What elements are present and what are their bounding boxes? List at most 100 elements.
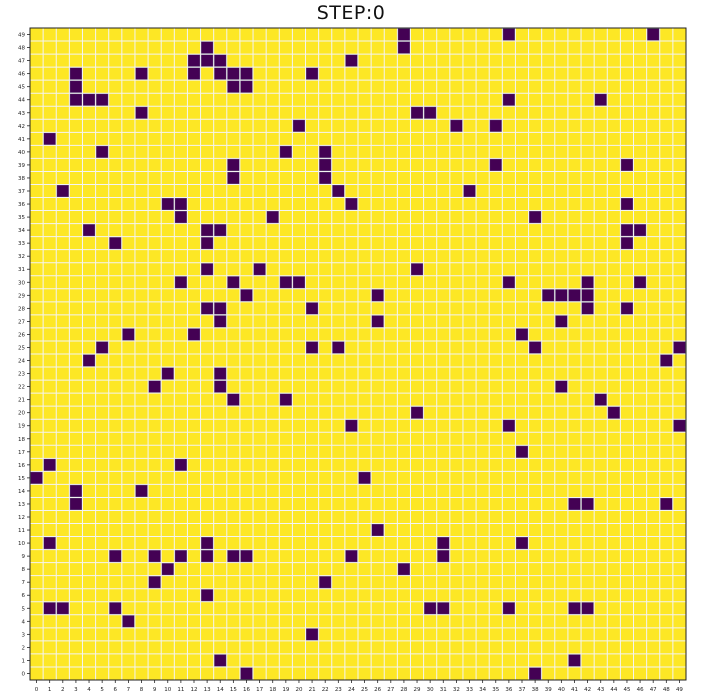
live-cell[interactable] [82,93,96,107]
live-cell[interactable] [200,301,214,315]
live-cell[interactable] [226,67,240,81]
live-cell[interactable] [581,497,595,511]
live-cell[interactable] [502,93,516,107]
live-cell[interactable] [135,484,148,498]
live-cell[interactable] [43,601,57,615]
live-cell[interactable] [594,93,608,107]
live-cell[interactable] [423,106,437,120]
live-cell[interactable] [581,301,595,315]
live-cell[interactable] [489,119,503,133]
live-cell[interactable] [554,314,568,328]
live-cell[interactable] [620,197,634,211]
live-cell[interactable] [213,54,227,68]
live-cell[interactable] [620,236,634,250]
live-cell[interactable] [213,67,227,81]
live-cell[interactable] [502,275,516,289]
live-cell[interactable] [515,536,529,550]
live-cell[interactable] [213,314,227,328]
live-cell[interactable] [174,549,188,563]
live-cell[interactable] [344,419,358,433]
live-cell[interactable] [174,275,188,289]
live-cell[interactable] [43,458,57,472]
live-cell[interactable] [43,132,57,146]
live-cell[interactable] [226,158,240,172]
live-cell[interactable] [397,41,411,54]
live-cell[interactable] [95,93,109,107]
live-cell[interactable] [318,158,332,172]
live-cell[interactable] [95,145,109,159]
live-cell[interactable] [436,549,450,563]
live-cell[interactable] [397,562,411,576]
live-cell[interactable] [410,262,424,276]
live-cell[interactable] [568,654,581,667]
live-cell[interactable] [292,119,306,133]
live-cell[interactable] [121,328,135,341]
live-cell[interactable] [200,549,214,563]
live-cell[interactable] [305,67,319,81]
live-cell[interactable] [148,549,162,563]
live-cell[interactable] [331,341,345,354]
live-cell[interactable] [436,536,450,550]
live-cell[interactable] [135,106,148,120]
live-cell[interactable] [200,536,214,550]
live-cell[interactable] [213,654,227,667]
live-cell[interactable] [541,288,555,302]
live-cell[interactable] [423,601,437,615]
live-cell[interactable] [279,275,293,289]
live-cell[interactable] [515,445,529,459]
live-cell[interactable] [148,380,162,394]
live-cell[interactable] [581,275,595,289]
live-cell[interactable] [633,223,647,237]
live-cell[interactable] [672,419,686,433]
live-cell[interactable] [200,54,214,68]
live-cell[interactable] [528,210,542,224]
live-cell[interactable] [200,236,214,250]
live-cell[interactable] [292,275,306,289]
live-cell[interactable] [502,419,516,433]
live-cell[interactable] [581,601,595,615]
live-cell[interactable] [213,380,227,394]
live-cell[interactable] [95,341,109,354]
live-cell[interactable] [607,406,621,420]
live-cell[interactable] [69,484,83,498]
live-cell[interactable] [528,667,542,680]
live-cell[interactable] [633,275,647,289]
live-cell[interactable] [200,41,214,54]
live-cell[interactable] [568,288,581,302]
live-cell[interactable] [69,93,83,107]
live-cell[interactable] [161,367,175,380]
live-cell[interactable] [213,301,227,315]
live-cell[interactable] [620,223,634,237]
live-cell[interactable] [371,314,385,328]
live-cell[interactable] [410,106,424,120]
live-cell[interactable] [200,588,214,602]
live-cell[interactable] [240,67,253,81]
live-cell[interactable] [69,67,83,81]
live-cell[interactable] [187,54,201,68]
live-cell[interactable] [266,210,280,224]
live-cell[interactable] [515,328,529,341]
live-cell[interactable] [568,497,581,511]
live-cell[interactable] [331,184,345,198]
live-cell[interactable] [410,406,424,420]
live-cell[interactable] [318,575,332,589]
live-cell[interactable] [659,354,673,367]
live-cell[interactable] [226,393,240,407]
live-cell[interactable] [200,262,214,276]
live-cell[interactable] [213,367,227,380]
live-cell[interactable] [174,210,188,224]
live-cell[interactable] [581,288,595,302]
live-cell[interactable] [554,380,568,394]
live-cell[interactable] [253,262,267,276]
live-cell[interactable] [82,223,96,237]
live-cell[interactable] [371,523,385,537]
live-cell[interactable] [659,497,673,511]
live-cell[interactable] [240,549,253,563]
live-cell[interactable] [305,627,319,641]
live-cell[interactable] [397,28,411,41]
live-cell[interactable] [226,80,240,94]
live-cell[interactable] [148,575,162,589]
live-cell[interactable] [56,601,70,615]
live-cell[interactable] [594,393,608,407]
live-cell[interactable] [108,236,122,250]
